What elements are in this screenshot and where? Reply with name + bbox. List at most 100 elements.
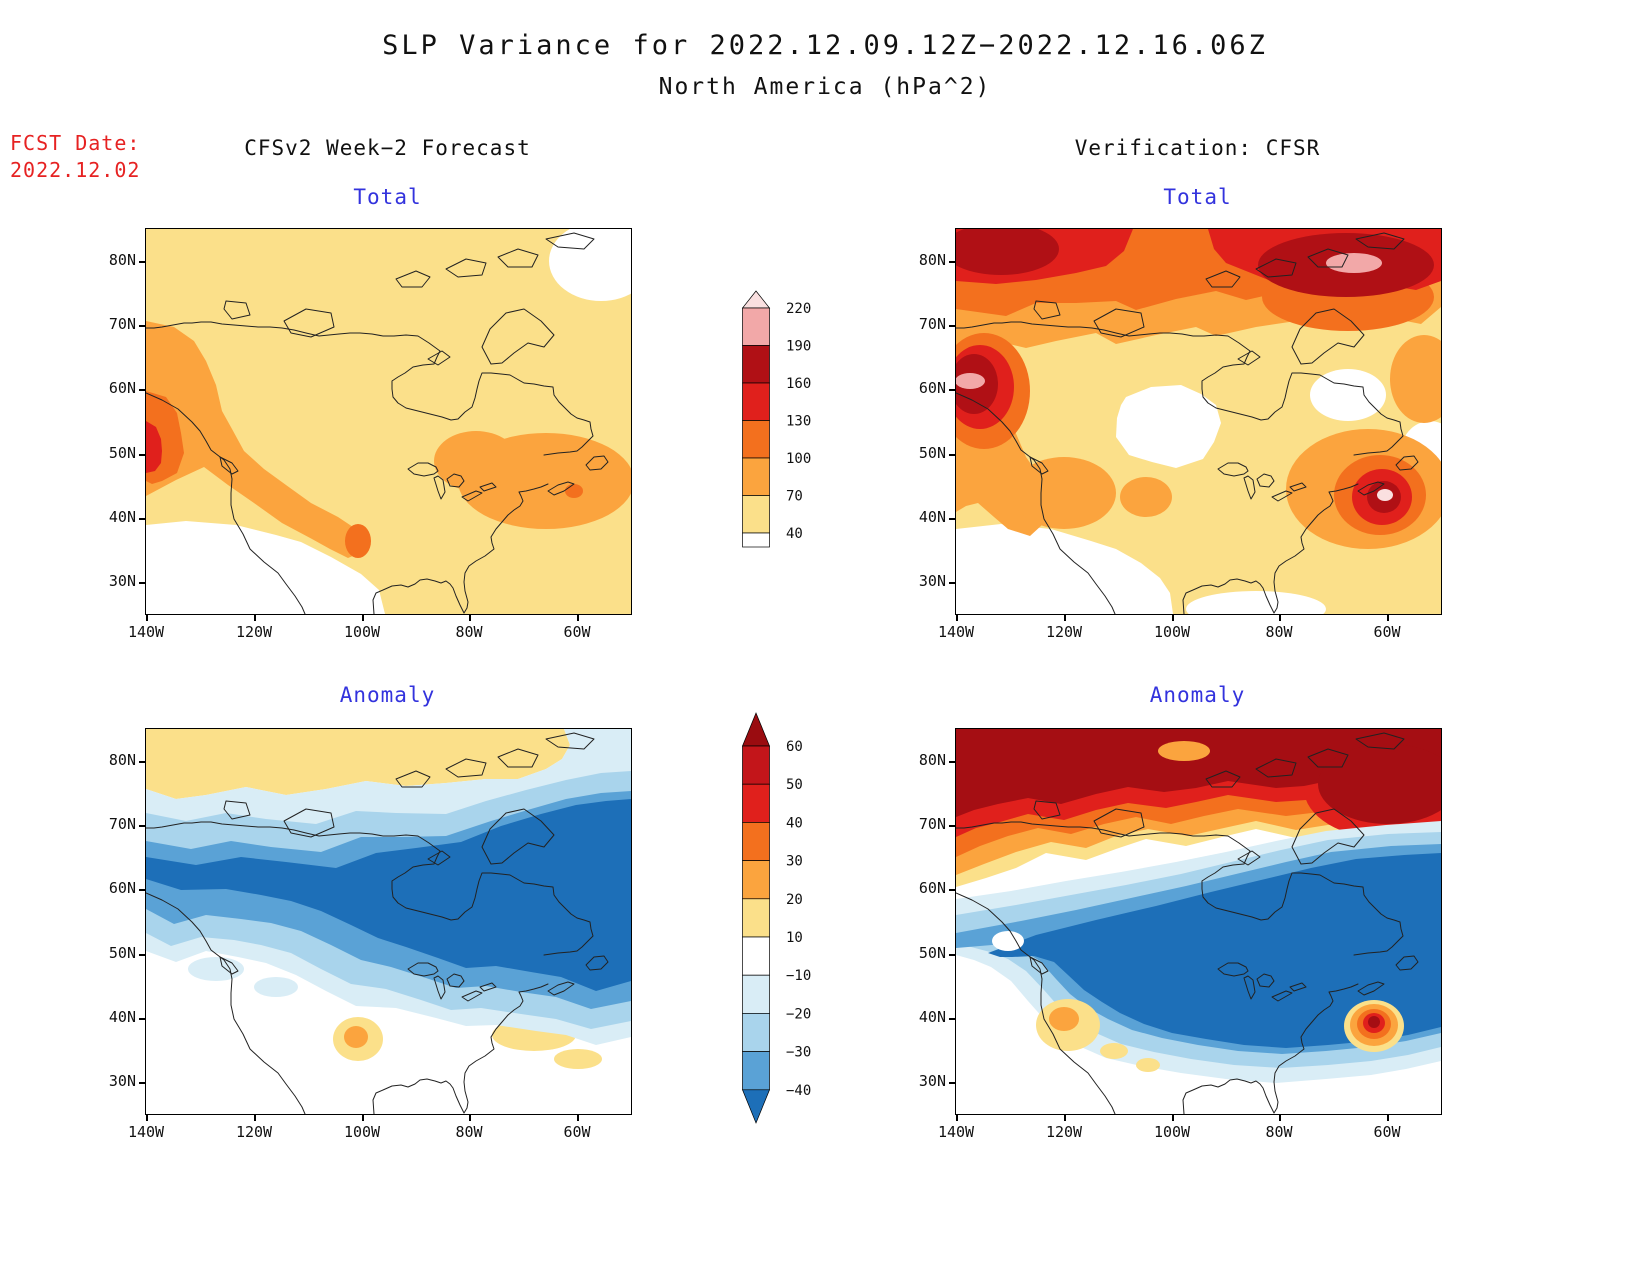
colorbar-tick-label: 40 — [786, 526, 803, 542]
lat-tick-mark — [949, 761, 956, 763]
contour-region — [1100, 1043, 1128, 1059]
lat-tick-label: 40N — [108, 1008, 136, 1026]
lat-tick-mark — [949, 889, 956, 891]
contour-region — [254, 977, 298, 997]
lat-tick-label: 60N — [108, 379, 136, 397]
colorbar-tick-label: 40 — [786, 815, 803, 831]
colorbar-segment — [742, 1051, 770, 1091]
lon-tick-label: 60W — [563, 1123, 591, 1141]
contour-region — [992, 931, 1024, 951]
colorbar-segment — [742, 345, 770, 384]
lon-tick-label: 80W — [455, 623, 483, 641]
colorbar-segment — [742, 495, 770, 534]
colorbar-segment — [742, 307, 770, 346]
lon-tick-mark — [1279, 614, 1281, 621]
lat-tick-mark — [949, 454, 956, 456]
forecast-date-value: 2022.12.02 — [10, 158, 141, 182]
colorbar-under-segment — [742, 532, 770, 548]
lon-tick-mark — [1172, 614, 1174, 621]
contour-region — [1116, 385, 1221, 468]
lon-tick-mark — [956, 1114, 958, 1121]
colorbar-tick-label: −30 — [786, 1045, 811, 1061]
colorbar-over-arrow — [741, 290, 771, 309]
lat-tick-mark — [949, 389, 956, 391]
lat-tick-label: 70N — [918, 815, 946, 833]
colorbar-tick-label: 100 — [786, 451, 811, 467]
colorbar-tick-label: 30 — [786, 854, 803, 870]
lat-tick-mark — [949, 954, 956, 956]
colorbar-tick-label: 50 — [786, 777, 803, 793]
lat-tick-label: 50N — [918, 944, 946, 962]
lat-tick-mark — [949, 261, 956, 263]
lat-tick-label: 50N — [108, 944, 136, 962]
colorbar-tick-label: −10 — [786, 968, 811, 984]
map-verification-total: 80N 70N 60N 50N 40N 30N 140W 120W 100W 80W 60W — [919, 228, 1442, 641]
colorbar-anomaly: 60 50 40 30 20 10 −10 −20 −30 −40 — [741, 712, 824, 1128]
filled-contours — [146, 229, 631, 614]
lon-tick-mark — [1387, 614, 1389, 621]
lat-tick-mark — [139, 261, 146, 263]
cb-anomaly-svg: 60 50 40 30 20 10 −10 −20 −30 −40 — [741, 712, 811, 1124]
lon-tick-mark — [362, 614, 364, 621]
lon-tick-mark — [1064, 614, 1066, 621]
map-verification-anomaly-svg — [956, 729, 1441, 1114]
contour-region — [1158, 741, 1210, 761]
colorbar-over-arrow — [741, 712, 771, 747]
colorbar-tick-label: 60 — [786, 739, 803, 755]
contour-region — [188, 957, 244, 981]
forecast-date-label: FCST Date: — [10, 131, 141, 155]
colorbar-tick-label: −20 — [786, 1006, 811, 1022]
lat-tick-label: 60N — [108, 879, 136, 897]
colorbar-tick-label: 160 — [786, 376, 811, 392]
contour-region — [344, 1026, 368, 1048]
forecast-date-block: FCST Date: 2022.12.02 — [10, 130, 140, 184]
lat-tick-mark — [139, 825, 146, 827]
lat-tick-label: 40N — [918, 508, 946, 526]
filled-contours — [956, 229, 1441, 614]
colorbar-segment — [742, 783, 770, 823]
panel-title-forecast-total: Total — [353, 185, 422, 209]
map-forecast-anomaly-svg — [146, 729, 631, 1114]
lon-tick-label: 80W — [1265, 1123, 1293, 1141]
lon-tick-mark — [1172, 1114, 1174, 1121]
contour-region — [146, 799, 631, 991]
cb-total-svg: 220 190 160 130 100 70 40 — [741, 290, 811, 548]
lon-tick-label: 120W — [235, 623, 273, 641]
colorbar-segment — [742, 745, 770, 785]
lon-tick-label: 60W — [1373, 623, 1401, 641]
lat-tick-label: 40N — [918, 1008, 946, 1026]
contour-region — [1368, 1016, 1380, 1028]
lon-tick-label: 60W — [563, 623, 591, 641]
lon-tick-mark — [577, 1114, 579, 1121]
lon-tick-label: 140W — [937, 1123, 975, 1141]
lon-tick-mark — [146, 1114, 148, 1121]
lon-tick-mark — [469, 614, 471, 621]
lat-tick-mark — [139, 518, 146, 520]
contour-region — [1390, 335, 1441, 423]
contour-region — [956, 524, 1173, 614]
contour-region — [549, 229, 631, 301]
lon-tick-mark — [1387, 1114, 1389, 1121]
lat-tick-mark — [949, 582, 956, 584]
figure-subtitle: North America (hPa^2) — [658, 74, 992, 100]
filled-contours — [146, 729, 631, 1114]
lat-tick-mark — [949, 518, 956, 520]
lat-tick-mark — [139, 954, 146, 956]
lat-tick-mark — [139, 454, 146, 456]
colorbar-segment — [742, 420, 770, 459]
map-verification-total-svg — [956, 229, 1441, 614]
lon-tick-label: 60W — [1373, 1123, 1401, 1141]
lon-tick-label: 140W — [937, 623, 975, 641]
figure-title: SLP Variance for 2022.12.09.12Z−2022.12.… — [382, 30, 1268, 61]
lon-tick-mark — [469, 1114, 471, 1121]
lat-tick-label: 60N — [918, 879, 946, 897]
lat-tick-mark — [949, 1082, 956, 1084]
contour-region — [1049, 1007, 1079, 1031]
colorbar-segment — [742, 457, 770, 496]
contour-region — [1310, 369, 1386, 421]
lat-tick-mark — [139, 889, 146, 891]
lon-tick-label: 80W — [455, 1123, 483, 1141]
contour-region — [956, 729, 1441, 817]
lat-tick-label: 80N — [918, 751, 946, 769]
